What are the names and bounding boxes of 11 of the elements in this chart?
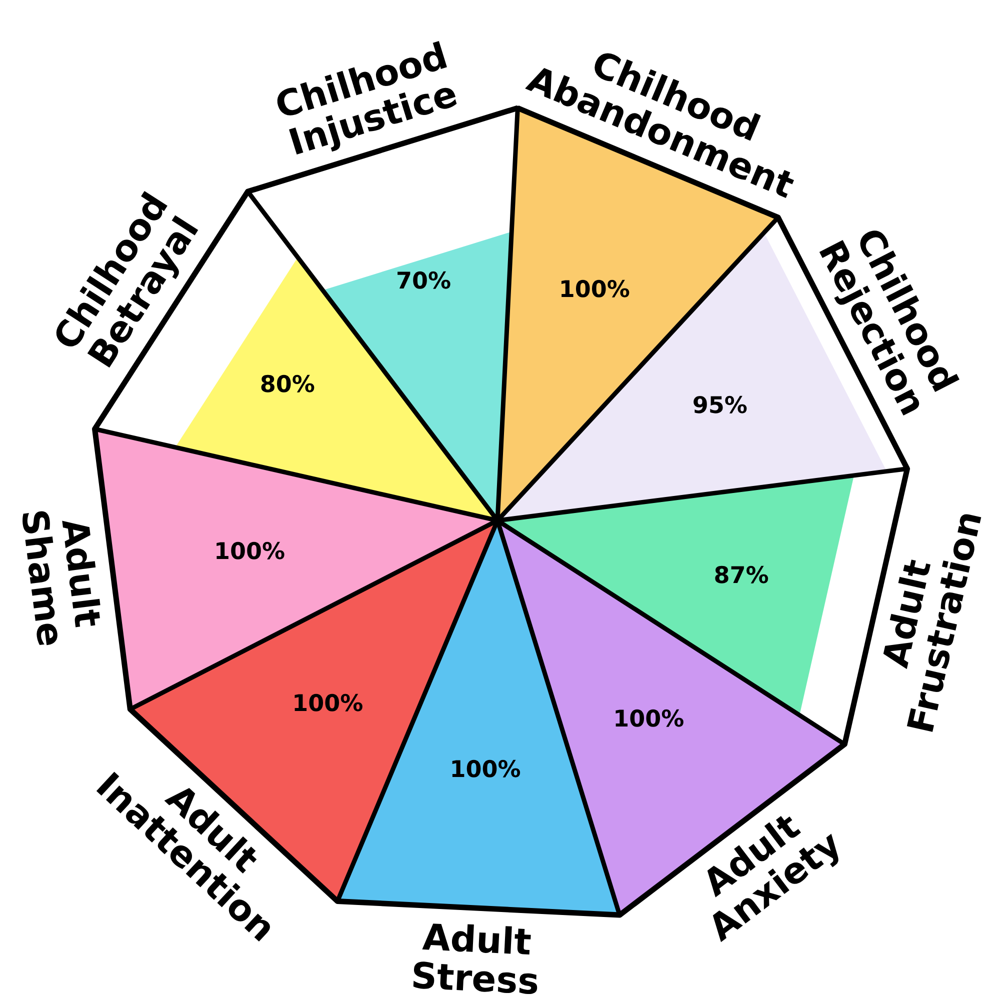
- data-label: 100%: [558, 277, 630, 304]
- data-label: 80%: [260, 372, 315, 398]
- data-label: 87%: [714, 562, 769, 589]
- data-label: 100%: [214, 538, 286, 565]
- data-label: 70%: [396, 268, 452, 295]
- data-label: 95%: [692, 393, 748, 420]
- data-label: 100%: [613, 706, 684, 733]
- data-label: 100%: [450, 757, 521, 784]
- category-label: Adult Stress: [410, 917, 540, 1000]
- category-label: Adult Shame: [12, 507, 108, 650]
- data-label: 100%: [292, 690, 364, 717]
